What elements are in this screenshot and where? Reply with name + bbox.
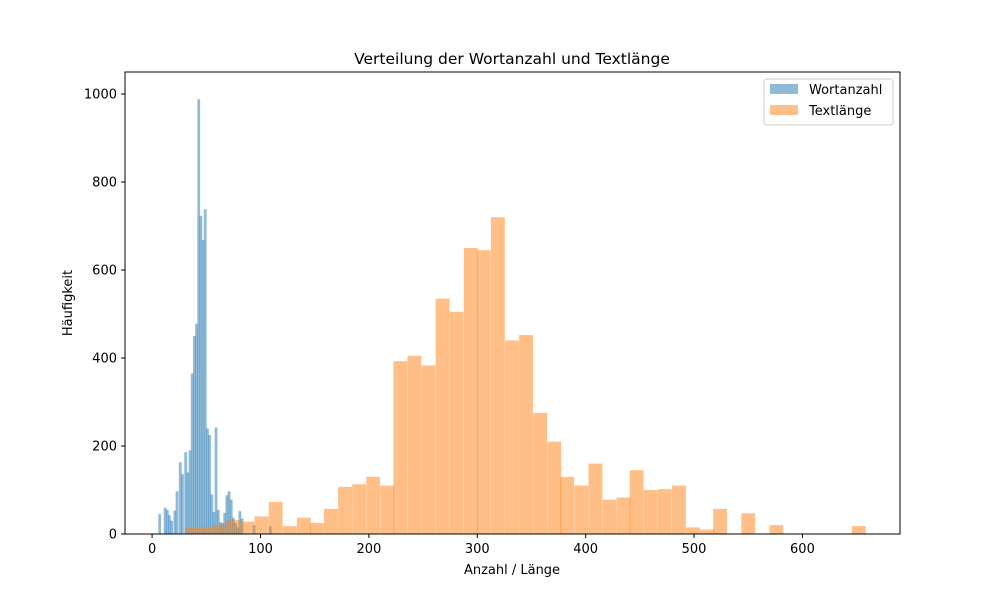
bar-wortanzahl-21 bbox=[210, 494, 214, 534]
x-tick-label: 200 bbox=[356, 542, 381, 557]
bar-wortanzahl-24 bbox=[216, 509, 220, 534]
bar-wortanzahl-14 bbox=[195, 323, 198, 534]
bar-textlänge-28 bbox=[574, 485, 589, 534]
x-tick-label: 400 bbox=[573, 542, 598, 557]
plot-frame bbox=[124, 71, 901, 535]
y-axis-label: Häufigkeit bbox=[61, 270, 76, 336]
x-axis-label: Anzahl / Länge bbox=[464, 563, 560, 578]
bar-wortanzahl-30 bbox=[229, 499, 233, 534]
series-textlänge bbox=[185, 217, 866, 534]
bar-wortanzahl-10 bbox=[186, 472, 190, 534]
bar-wortanzahl-13 bbox=[192, 336, 196, 534]
bar-textlänge-15 bbox=[393, 361, 408, 534]
x-tick-label: 100 bbox=[248, 542, 273, 557]
x-tick-label: 500 bbox=[682, 542, 707, 557]
bar-textlänge-13 bbox=[366, 476, 381, 534]
bar-textlänge-11 bbox=[338, 486, 352, 534]
bar-textlänge-41 bbox=[851, 526, 866, 534]
bar-textlänge-17 bbox=[421, 365, 436, 534]
bar-textlänge-31 bbox=[616, 497, 631, 534]
bar-wortanzahl-15 bbox=[197, 99, 201, 534]
y-axis: 0 200 400 600 800 1000 bbox=[84, 88, 125, 543]
bar-textlänge-4 bbox=[240, 521, 255, 534]
bar-textlänge-19 bbox=[449, 311, 464, 534]
legend: Wortanzahl Textlänge bbox=[763, 78, 894, 126]
y-tick-label: 1000 bbox=[84, 88, 117, 103]
bar-textlänge-24 bbox=[519, 335, 533, 534]
y-tick-label: 800 bbox=[92, 176, 117, 191]
bar-textlänge-26 bbox=[547, 441, 562, 534]
bar-textlänge-36 bbox=[686, 527, 700, 534]
bar-wortanzahl-5 bbox=[173, 510, 177, 534]
bar-wortanzahl-7 bbox=[178, 462, 182, 534]
bar-textlänge-21 bbox=[476, 250, 491, 534]
bar-textlänge-34 bbox=[657, 489, 672, 534]
bar-textlänge-22 bbox=[490, 217, 505, 534]
bar-textlänge-23 bbox=[505, 340, 519, 534]
bar-textlänge-5 bbox=[254, 516, 269, 534]
x-tick-label: 600 bbox=[790, 542, 815, 557]
y-tick-label: 200 bbox=[92, 440, 117, 455]
bar-wortanzahl-17 bbox=[201, 240, 205, 534]
bar-textlänge-16 bbox=[407, 355, 422, 534]
series-wortanzahl bbox=[158, 99, 272, 534]
x-tick-label: 0 bbox=[148, 542, 156, 557]
bar-wortanzahl-12 bbox=[190, 373, 194, 534]
bar-textlänge-32 bbox=[629, 470, 644, 534]
bar-textlänge-2 bbox=[212, 525, 227, 534]
bar-wortanzahl-27 bbox=[223, 512, 227, 534]
bar-textlänge-9 bbox=[309, 523, 324, 534]
bar-wortanzahl-9 bbox=[184, 452, 188, 534]
bar-textlänge-38 bbox=[713, 508, 727, 534]
bar-wortanzahl-29 bbox=[227, 491, 231, 534]
legend-swatch-wortanzahl bbox=[770, 84, 798, 94]
legend-swatch-textlänge bbox=[770, 105, 798, 115]
bar-textlänge-0 bbox=[185, 527, 200, 534]
bar-wortanzahl-8 bbox=[181, 474, 184, 534]
bar-wortanzahl-19 bbox=[205, 428, 209, 534]
bar-textlänge-10 bbox=[324, 508, 338, 534]
bar-textlänge-12 bbox=[352, 484, 367, 534]
bar-textlänge-1 bbox=[199, 527, 214, 534]
bar-wortanzahl-23 bbox=[214, 427, 218, 534]
bar-wortanzahl-1 bbox=[163, 507, 167, 534]
bar-textlänge-35 bbox=[671, 485, 686, 534]
y-tick-label: 400 bbox=[92, 352, 117, 367]
x-axis: 0 100 200 300 400 500 600 bbox=[148, 534, 815, 557]
legend-label-textlänge: Textlänge bbox=[808, 104, 871, 119]
bar-wortanzahl-3 bbox=[168, 515, 171, 534]
bar-textlänge-8 bbox=[296, 517, 311, 534]
y-tick-label: 0 bbox=[109, 528, 117, 543]
bar-wortanzahl-16 bbox=[199, 215, 203, 534]
bar-textlänge-27 bbox=[560, 476, 575, 534]
bar-textlänge-33 bbox=[643, 490, 658, 534]
legend-label-wortanzahl: Wortanzahl bbox=[809, 83, 882, 98]
bar-textlänge-30 bbox=[602, 499, 617, 534]
bar-textlänge-20 bbox=[463, 248, 478, 534]
bar-wortanzahl-22 bbox=[212, 512, 216, 534]
bar-wortanzahl-4 bbox=[170, 520, 174, 534]
bar-wortanzahl-28 bbox=[225, 495, 229, 534]
bar-textlänge-14 bbox=[380, 485, 395, 534]
bar-textlänge-25 bbox=[533, 413, 548, 534]
bar-textlänge-40 bbox=[769, 525, 784, 534]
bar-wortanzahl-0 bbox=[158, 514, 162, 534]
bar-textlänge-39 bbox=[741, 513, 756, 534]
bar-textlänge-6 bbox=[268, 501, 283, 534]
bars-layer bbox=[158, 99, 866, 534]
bar-wortanzahl-20 bbox=[208, 435, 211, 534]
y-tick-label: 600 bbox=[92, 264, 117, 279]
bar-textlänge-29 bbox=[588, 463, 603, 534]
bar-wortanzahl-2 bbox=[165, 509, 169, 534]
chart-title: Verteilung der Wortanzahl und Textlänge bbox=[354, 50, 670, 68]
bar-textlänge-18 bbox=[435, 298, 450, 534]
bar-wortanzahl-6 bbox=[175, 491, 179, 534]
bar-wortanzahl-11 bbox=[188, 450, 192, 534]
bar-wortanzahl-18 bbox=[203, 209, 207, 534]
bar-textlänge-37 bbox=[700, 529, 714, 534]
bar-textlänge-7 bbox=[282, 526, 297, 534]
bar-textlänge-3 bbox=[226, 519, 241, 534]
x-tick-label: 300 bbox=[465, 542, 490, 557]
